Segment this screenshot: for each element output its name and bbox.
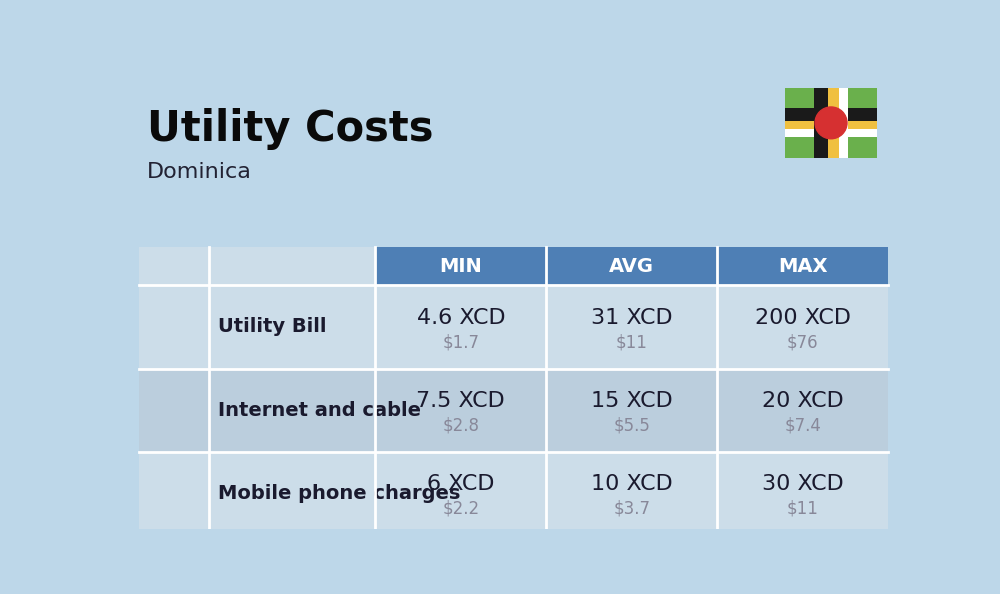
Text: 10 XCD: 10 XCD	[591, 474, 673, 494]
Circle shape	[815, 107, 847, 139]
Text: 30 XCD: 30 XCD	[762, 474, 844, 494]
FancyBboxPatch shape	[209, 247, 375, 285]
Text: $76: $76	[787, 333, 819, 351]
Text: AVG: AVG	[609, 257, 654, 276]
Text: $11: $11	[787, 500, 819, 517]
FancyBboxPatch shape	[139, 285, 888, 368]
FancyBboxPatch shape	[139, 451, 888, 535]
Text: Utility Costs: Utility Costs	[147, 108, 433, 150]
Text: $3.7: $3.7	[613, 500, 650, 517]
Text: 4.6 XCD: 4.6 XCD	[417, 308, 505, 328]
Text: $2.2: $2.2	[442, 500, 479, 517]
FancyBboxPatch shape	[546, 247, 717, 285]
FancyBboxPatch shape	[375, 247, 546, 285]
Text: 7.5 XCD: 7.5 XCD	[416, 391, 505, 411]
FancyBboxPatch shape	[839, 89, 848, 157]
Text: MAX: MAX	[778, 257, 828, 276]
Text: 20 XCD: 20 XCD	[762, 391, 844, 411]
FancyBboxPatch shape	[139, 368, 888, 451]
Text: Internet and cable: Internet and cable	[218, 400, 421, 419]
Text: 6 XCD: 6 XCD	[427, 474, 495, 494]
Text: $5.5: $5.5	[613, 416, 650, 434]
FancyBboxPatch shape	[785, 129, 877, 137]
FancyBboxPatch shape	[717, 247, 888, 285]
FancyBboxPatch shape	[785, 108, 877, 121]
Text: Dominica: Dominica	[147, 162, 252, 182]
FancyBboxPatch shape	[814, 89, 828, 157]
FancyBboxPatch shape	[139, 247, 209, 285]
Text: $11: $11	[616, 333, 648, 351]
FancyBboxPatch shape	[785, 89, 877, 157]
Text: $1.7: $1.7	[442, 333, 479, 351]
Text: 15 XCD: 15 XCD	[591, 391, 673, 411]
Text: 200 XCD: 200 XCD	[755, 308, 851, 328]
Text: 31 XCD: 31 XCD	[591, 308, 673, 328]
Text: Utility Bill: Utility Bill	[218, 317, 326, 336]
FancyBboxPatch shape	[785, 121, 877, 129]
Text: Mobile phone charges: Mobile phone charges	[218, 484, 460, 503]
Text: $2.8: $2.8	[442, 416, 479, 434]
Text: MIN: MIN	[439, 257, 482, 276]
Text: $7.4: $7.4	[784, 416, 821, 434]
FancyBboxPatch shape	[828, 89, 839, 157]
